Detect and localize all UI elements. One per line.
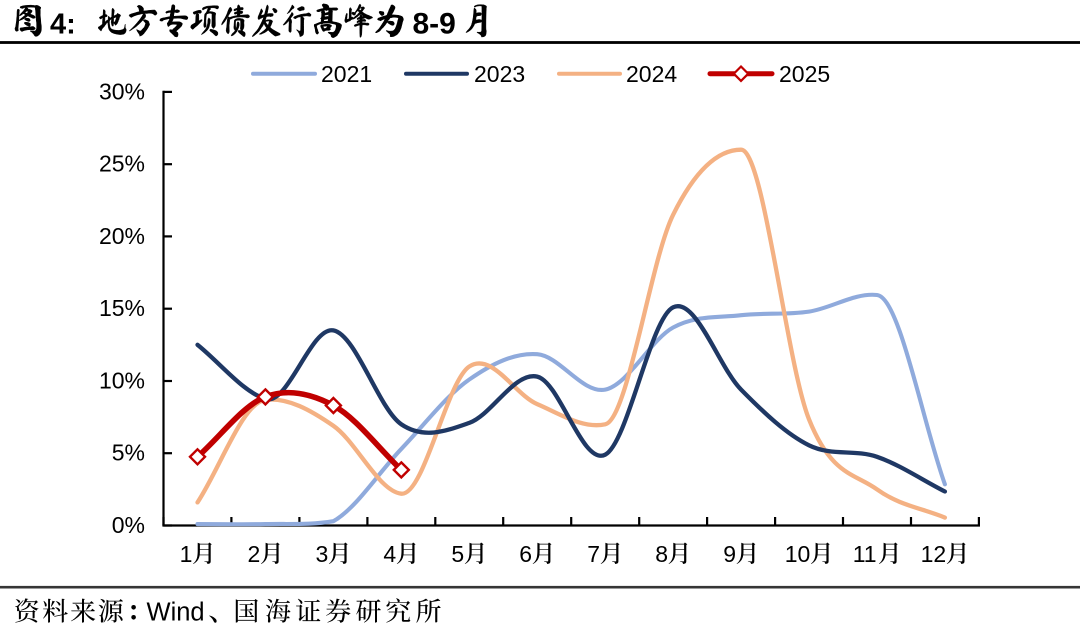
svg-text:0%: 0% bbox=[112, 512, 145, 538]
svg-text:5: 5 bbox=[451, 541, 464, 567]
svg-text:25%: 25% bbox=[99, 151, 145, 177]
svg-text:15%: 15% bbox=[99, 295, 145, 321]
svg-text:9: 9 bbox=[723, 541, 736, 567]
svg-text:2023: 2023 bbox=[474, 61, 525, 87]
svg-text:20%: 20% bbox=[99, 223, 145, 249]
svg-text:2021: 2021 bbox=[321, 61, 372, 87]
svg-text:8-9: 8-9 bbox=[413, 8, 456, 41]
svg-text:4: 4 bbox=[383, 541, 396, 567]
svg-text:Wind: Wind bbox=[147, 599, 205, 626]
svg-text:7: 7 bbox=[587, 541, 600, 567]
svg-text:5%: 5% bbox=[112, 440, 145, 466]
svg-text:30%: 30% bbox=[99, 78, 145, 104]
svg-text:1: 1 bbox=[180, 541, 193, 567]
svg-text:6: 6 bbox=[519, 541, 532, 567]
svg-text:3: 3 bbox=[316, 541, 329, 567]
svg-text:12: 12 bbox=[921, 541, 947, 567]
svg-text:10%: 10% bbox=[99, 368, 145, 394]
svg-text:4:: 4: bbox=[50, 9, 76, 41]
svg-text:2025: 2025 bbox=[779, 61, 830, 87]
svg-text:2: 2 bbox=[248, 541, 261, 567]
svg-text:8: 8 bbox=[655, 541, 668, 567]
svg-text:2024: 2024 bbox=[626, 61, 677, 87]
svg-text:11: 11 bbox=[853, 541, 877, 567]
svg-text:10: 10 bbox=[785, 541, 811, 567]
